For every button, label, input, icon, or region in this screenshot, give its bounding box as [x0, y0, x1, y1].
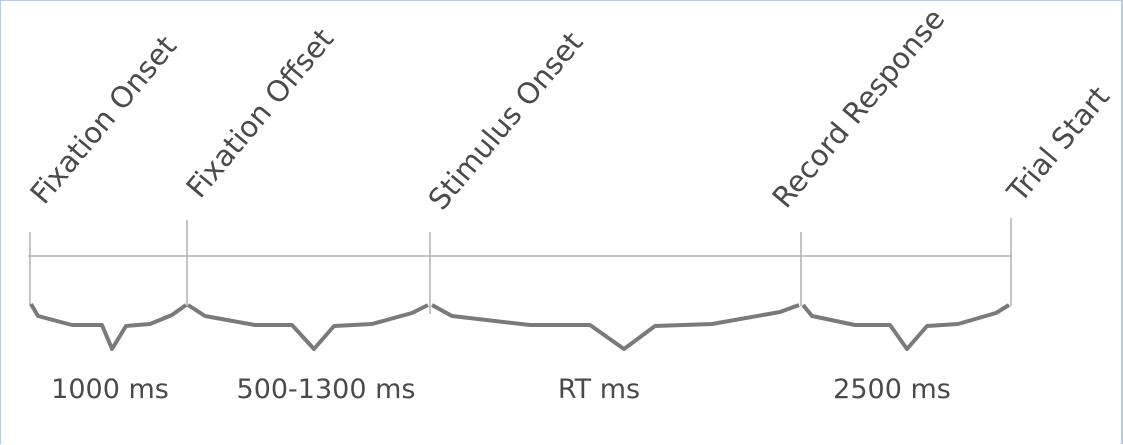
- duration-label-blank: 500-1300 ms: [236, 374, 416, 405]
- duration-label-rt: RT ms: [557, 374, 641, 405]
- duration-brace: [801, 303, 1011, 351]
- duration-brace: [186, 303, 429, 351]
- duration-label-iti: 2500 ms: [833, 374, 951, 405]
- duration-label-fixation: 1000 ms: [51, 374, 169, 405]
- duration-brace: [431, 303, 800, 351]
- duration-brace: [29, 302, 188, 351]
